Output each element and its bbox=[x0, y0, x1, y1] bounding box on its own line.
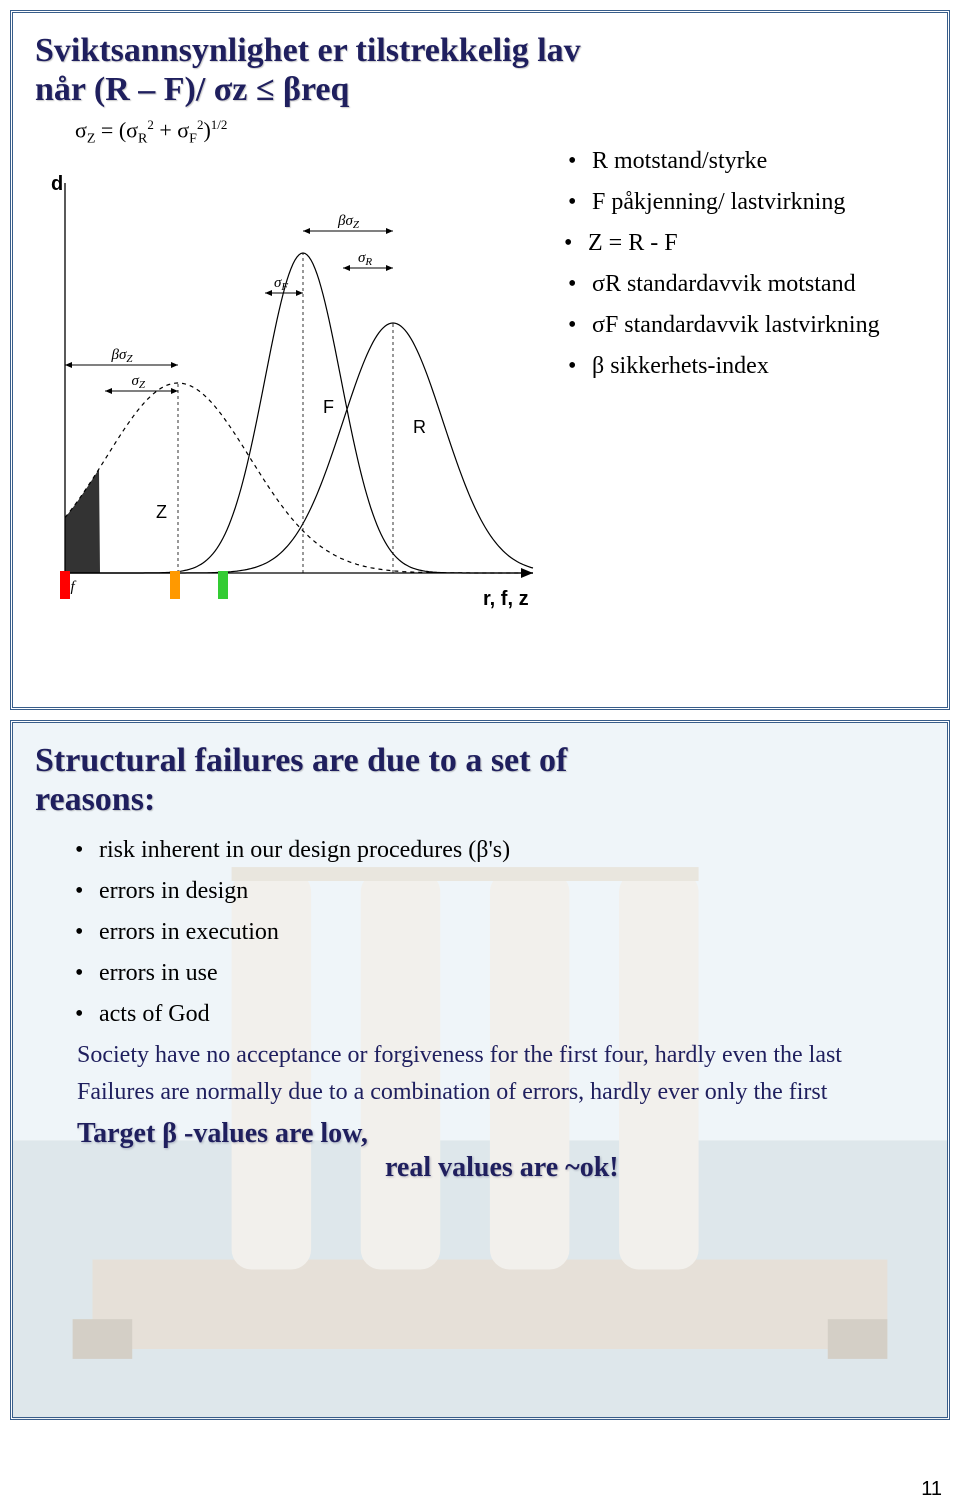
bullet-text: R motstand/styrke bbox=[592, 148, 767, 175]
title-line2: når (R – F)/ σz ≤ βreq bbox=[35, 71, 349, 108]
bullet-icon: • bbox=[568, 312, 592, 339]
slide1-bullet: •R motstand/styrke bbox=[568, 148, 908, 175]
svg-text:Z: Z bbox=[156, 502, 167, 522]
chart-svg: r, f, zZFRpfβσZσZσFβσZσR bbox=[43, 173, 553, 633]
bullet-text: errors in execution bbox=[99, 919, 279, 946]
svg-text:σZ: σZ bbox=[132, 373, 146, 391]
bullet-text: β sikkerhets-index bbox=[592, 353, 769, 380]
slide1-bullet: •β sikkerhets-index bbox=[568, 353, 908, 380]
slide2-bullet: •errors in use bbox=[75, 960, 925, 987]
slide1-bullet: •σF standardavvik lastvirkning bbox=[568, 312, 908, 339]
svg-text:σF: σF bbox=[274, 275, 288, 293]
failures-paragraph: Failures are normally due to a combinati… bbox=[77, 1079, 897, 1106]
slide2-bullets: •risk inherent in our design procedures … bbox=[75, 837, 925, 1028]
bullet-text: F påkjenning/ lastvirkning bbox=[592, 189, 845, 216]
reliability-chart: d r, f, zZFRpfβσZσZσFβσZσR bbox=[43, 173, 553, 653]
slide2-bullet: •errors in design bbox=[75, 878, 925, 905]
bullet-text: σR standardavvik motstand bbox=[592, 271, 856, 298]
formula-sigma-z: σZ = (σR2 + σF2)1/2 bbox=[75, 117, 925, 148]
bullet-icon: • bbox=[568, 271, 592, 298]
slide-2: Structural failures are due to a set of … bbox=[10, 720, 950, 1420]
slide2-bullet: •errors in execution bbox=[75, 919, 925, 946]
bullet-text: errors in use bbox=[99, 960, 218, 987]
slide1-bullet: •Z = R - F bbox=[564, 230, 908, 257]
title2-line1: Structural failures are due to a set of bbox=[35, 742, 567, 779]
bullet-icon: • bbox=[75, 960, 99, 987]
target-beta-heading: Target β -values are low, bbox=[77, 1118, 925, 1150]
bullet-text: σF standardavvik lastvirkning bbox=[592, 312, 880, 339]
page-number: 11 bbox=[921, 1478, 942, 1501]
slide1-bullet: •σR standardavvik motstand bbox=[568, 271, 908, 298]
bullet-text: risk inherent in our design procedures (… bbox=[99, 837, 510, 864]
bullet-icon: • bbox=[568, 189, 592, 216]
slide-1: Sviktsannsynlighet er tilstrekkelig lav … bbox=[10, 10, 950, 710]
slide1-title: Sviktsannsynlighet er tilstrekkelig lav … bbox=[35, 31, 925, 109]
society-paragraph: Society have no acceptance or forgivenes… bbox=[77, 1042, 897, 1069]
svg-text:σR: σR bbox=[358, 250, 372, 268]
chart-y-label-d: d bbox=[51, 173, 63, 196]
bullet-text: errors in design bbox=[99, 878, 248, 905]
svg-text:βσZ: βσZ bbox=[111, 347, 134, 365]
bullet-icon: • bbox=[75, 1001, 99, 1028]
bullet-text: Z = R - F bbox=[588, 230, 678, 257]
slide2-title: Structural failures are due to a set of … bbox=[35, 741, 925, 819]
bullet-icon: • bbox=[568, 148, 592, 175]
svg-text:βσZ: βσZ bbox=[337, 213, 360, 231]
title-line1: Sviktsannsynlighet er tilstrekkelig lav bbox=[35, 32, 581, 69]
slide1-bullets: •R motstand/styrke•F påkjenning/ lastvir… bbox=[568, 148, 908, 394]
real-values-heading: real values are ~ok! bbox=[385, 1152, 925, 1184]
slide2-bullet: •risk inherent in our design procedures … bbox=[75, 837, 925, 864]
slide2-bullet: •acts of God bbox=[75, 1001, 925, 1028]
svg-text:r, f, z: r, f, z bbox=[483, 588, 529, 610]
svg-text:F: F bbox=[323, 397, 334, 417]
bullet-icon: • bbox=[75, 878, 99, 905]
bullet-icon: • bbox=[564, 230, 588, 257]
bullet-icon: • bbox=[568, 353, 592, 380]
slide1-bullet: •F påkjenning/ lastvirkning bbox=[568, 189, 908, 216]
svg-text:R: R bbox=[413, 417, 426, 437]
bullet-icon: • bbox=[75, 919, 99, 946]
bullet-icon: • bbox=[75, 837, 99, 864]
bullet-text: acts of God bbox=[99, 1001, 210, 1028]
title2-line2: reasons: bbox=[35, 781, 155, 818]
